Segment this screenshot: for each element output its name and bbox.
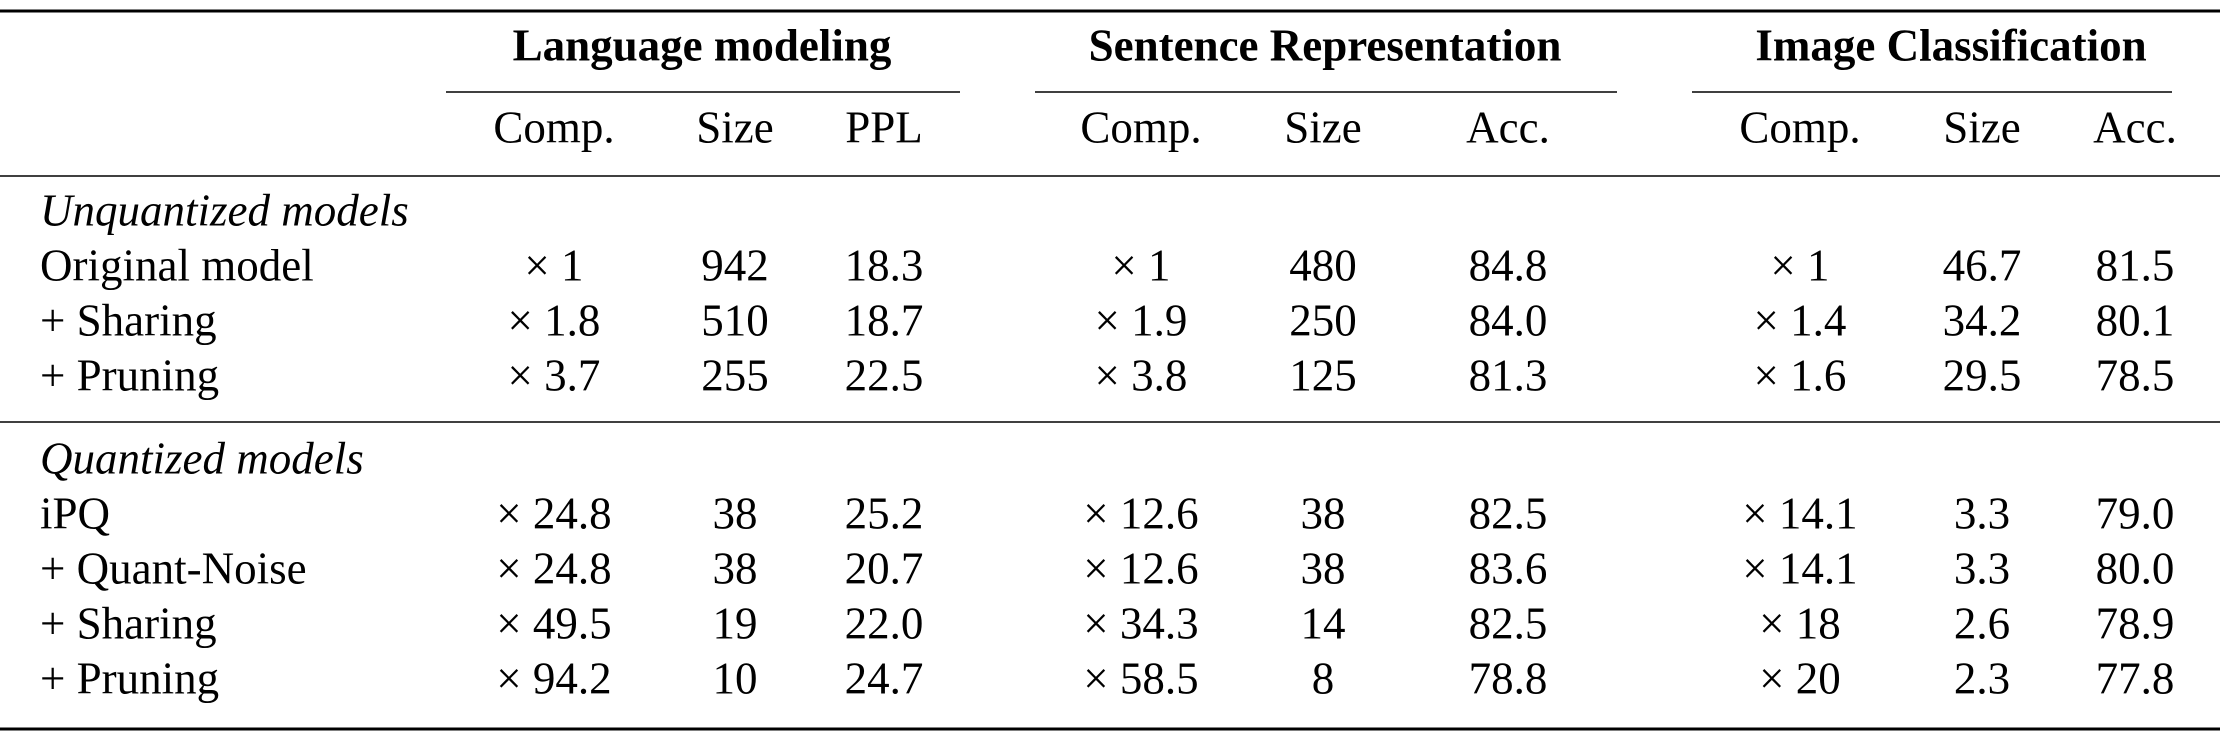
cell: 480 xyxy=(1289,240,1357,290)
cell: × 24.8 xyxy=(496,543,611,593)
cell: 83.6 xyxy=(1469,543,1548,593)
cell: 38 xyxy=(1301,488,1346,538)
cell: 82.5 xyxy=(1469,598,1548,648)
cell: 18.7 xyxy=(845,295,924,345)
cell: × 1.6 xyxy=(1754,350,1847,400)
cell: 22.5 xyxy=(845,350,924,400)
cell: 3.3 xyxy=(1954,543,2010,593)
cell: 125 xyxy=(1289,350,1357,400)
column-header: Comp. xyxy=(493,102,614,152)
cell: × 14.1 xyxy=(1742,543,1857,593)
cell: 2.6 xyxy=(1954,598,2010,648)
cell: × 18 xyxy=(1759,598,1841,648)
cell: 80.1 xyxy=(2096,295,2175,345)
cell: × 1.4 xyxy=(1754,295,1847,345)
cell: × 58.5 xyxy=(1083,653,1198,703)
group-header: Language modeling xyxy=(513,20,892,70)
row-label: Original model xyxy=(40,240,314,290)
cell: 78.8 xyxy=(1469,653,1548,703)
row-label: iPQ xyxy=(40,488,110,538)
cell: × 3.8 xyxy=(1095,350,1188,400)
section-title: Unquantized models xyxy=(40,185,409,235)
cell: × 1 xyxy=(1770,240,1829,290)
column-header: Comp. xyxy=(1739,102,1860,152)
cell: 25.2 xyxy=(845,488,924,538)
row-label: + Quant-Noise xyxy=(40,543,307,593)
cell: × 20 xyxy=(1759,653,1841,703)
cell: 38 xyxy=(713,488,758,538)
column-header: Size xyxy=(1943,102,2020,152)
cell: 250 xyxy=(1289,295,1357,345)
row-label: + Pruning xyxy=(40,350,219,400)
cell: 78.5 xyxy=(2096,350,2175,400)
cell: 8 xyxy=(1312,653,1335,703)
cell: 942 xyxy=(701,240,769,290)
cell: 77.8 xyxy=(2096,653,2175,703)
group-header: Image Classification xyxy=(1755,20,2146,70)
cell: 20.7 xyxy=(845,543,924,593)
cell: × 3.7 xyxy=(508,350,601,400)
cell: 84.8 xyxy=(1469,240,1548,290)
column-header: Comp. xyxy=(1080,102,1201,152)
cell: × 1.9 xyxy=(1095,295,1188,345)
cell: 34.2 xyxy=(1943,295,2022,345)
cell: 22.0 xyxy=(845,598,924,648)
cell: 18.3 xyxy=(845,240,924,290)
column-header: Size xyxy=(696,102,773,152)
cell: 14 xyxy=(1301,598,1346,648)
row-label: + Pruning xyxy=(40,653,219,703)
cell: 38 xyxy=(1301,543,1346,593)
cell: 46.7 xyxy=(1943,240,2022,290)
column-header: Acc. xyxy=(1466,102,1550,152)
cell: 82.5 xyxy=(1469,488,1548,538)
cell: 84.0 xyxy=(1469,295,1548,345)
cell: × 1 xyxy=(524,240,583,290)
cell: × 14.1 xyxy=(1742,488,1857,538)
cell: 79.0 xyxy=(2096,488,2175,538)
cell: 19 xyxy=(713,598,758,648)
cell: 3.3 xyxy=(1954,488,2010,538)
cell: × 1.8 xyxy=(508,295,601,345)
cell: 80.0 xyxy=(2096,543,2175,593)
section-title: Quantized models xyxy=(40,433,364,483)
cell: 24.7 xyxy=(845,653,924,703)
cell: 78.9 xyxy=(2096,598,2175,648)
cell: × 49.5 xyxy=(496,598,611,648)
cell: × 94.2 xyxy=(496,653,611,703)
cell: × 34.3 xyxy=(1083,598,1198,648)
cell: 255 xyxy=(701,350,769,400)
column-header: PPL xyxy=(845,102,923,152)
cell: × 1 xyxy=(1111,240,1170,290)
cell: × 12.6 xyxy=(1083,488,1198,538)
cell: 510 xyxy=(701,295,769,345)
column-header: Size xyxy=(1284,102,1361,152)
column-header: Acc. xyxy=(2093,102,2177,152)
cell: 10 xyxy=(713,653,758,703)
cell: × 12.6 xyxy=(1083,543,1198,593)
row-label: + Sharing xyxy=(40,295,217,345)
cell: 2.3 xyxy=(1954,653,2010,703)
cell: × 24.8 xyxy=(496,488,611,538)
cell: 81.5 xyxy=(2096,240,2175,290)
cell: 38 xyxy=(713,543,758,593)
group-header: Sentence Representation xyxy=(1089,20,1562,70)
cell: 81.3 xyxy=(1469,350,1548,400)
cell: 29.5 xyxy=(1943,350,2022,400)
row-label: + Sharing xyxy=(40,598,217,648)
